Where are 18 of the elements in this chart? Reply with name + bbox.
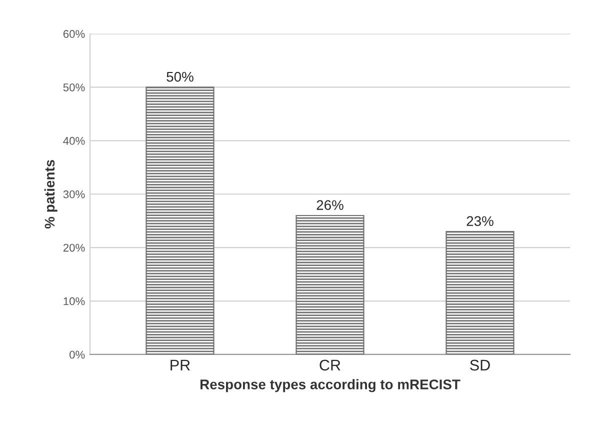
y-tick-label: 50% (63, 83, 85, 92)
y-tick-label: 20% (63, 244, 85, 252)
x-axis-title: Response types according to mRECIST (200, 379, 460, 392)
x-tick-label: SD (470, 360, 490, 371)
data-label: 50% (166, 72, 194, 82)
y-axis-title: % patients (44, 160, 58, 228)
x-tick-label: PR (170, 360, 190, 370)
y-tick-label: 30% (63, 190, 85, 198)
data-label: 23% (466, 216, 494, 226)
y-tick-label: 60% (63, 30, 85, 38)
bar (296, 214, 364, 354)
y-tick-label: 0% (70, 350, 85, 359)
y-tick-label: 40% (63, 136, 85, 145)
data-label: 26% (316, 200, 344, 210)
y-tick-label: 10% (64, 297, 85, 306)
x-tick-label: CR (320, 360, 340, 371)
bar (146, 86, 214, 354)
bar (446, 230, 514, 354)
